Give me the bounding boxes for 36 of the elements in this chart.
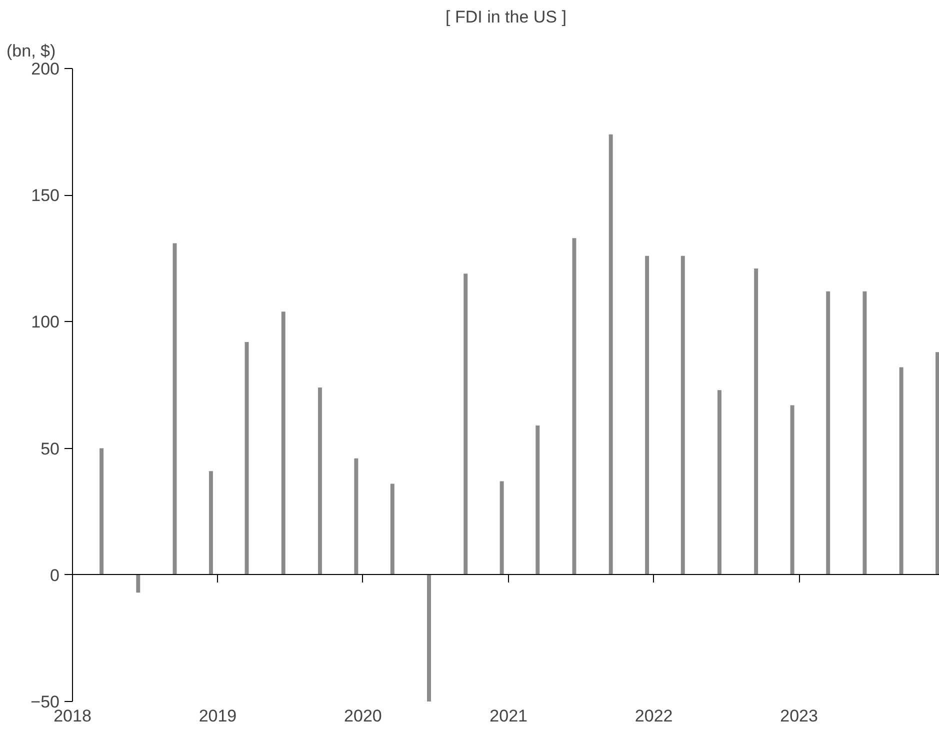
bar — [390, 484, 394, 575]
bar — [136, 574, 140, 593]
bar — [680, 256, 685, 575]
bar — [427, 574, 431, 702]
bar — [826, 291, 830, 575]
bar — [790, 405, 794, 575]
y-tick-label: 0 — [50, 566, 60, 585]
bar — [645, 256, 650, 575]
chart-title: [ FDI in the US ] — [446, 8, 566, 26]
y-tick-label: 100 — [31, 312, 60, 332]
bar — [572, 238, 576, 575]
bar — [281, 312, 286, 575]
y-tick-label: 150 — [31, 186, 60, 206]
x-tick-label: 2023 — [780, 706, 818, 726]
y-tick-label: 200 — [31, 60, 60, 78]
x-tick-label: 2021 — [490, 706, 528, 726]
bar — [464, 274, 468, 575]
bar — [536, 426, 540, 575]
y-tick-label: 50 — [40, 439, 60, 458]
bar — [208, 471, 213, 575]
bar — [500, 481, 504, 575]
bar — [354, 458, 358, 575]
x-tick-label: 2020 — [344, 706, 382, 726]
bar — [862, 291, 867, 575]
bar — [100, 448, 104, 575]
x-tick-label: 2018 — [54, 706, 92, 726]
bar — [244, 342, 249, 575]
bar — [717, 390, 722, 575]
y-axis-title: (bn, $) — [6, 42, 56, 60]
bar — [936, 352, 939, 575]
x-tick-label: 2022 — [634, 706, 673, 726]
bar — [754, 268, 758, 575]
bar — [608, 134, 613, 575]
bar — [318, 388, 322, 575]
x-tick-label: 2019 — [198, 706, 237, 726]
bar — [899, 367, 904, 575]
